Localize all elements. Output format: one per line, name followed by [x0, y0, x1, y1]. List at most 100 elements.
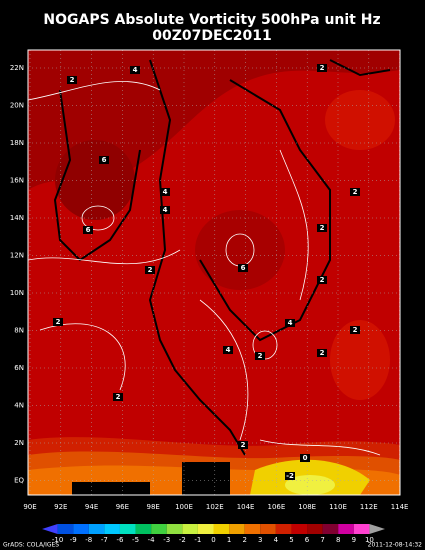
colorbar-box	[182, 524, 198, 534]
lat-label: 22N	[10, 64, 24, 72]
colorbar-label: 8	[336, 536, 340, 544]
colorbar-label: -6	[116, 536, 124, 544]
contour-label: 4	[163, 206, 168, 214]
colorbar-box	[88, 524, 105, 534]
contour-label-box	[145, 266, 155, 274]
lon-label: 94E	[85, 503, 98, 511]
contour-label-box	[317, 224, 327, 232]
subtitle: 00Z07DEC2011	[152, 28, 272, 44]
colorbar-end	[42, 524, 58, 534]
colorbar-box	[338, 524, 354, 534]
lat-label: 4N	[14, 402, 24, 410]
colorbar-label: -2	[179, 536, 186, 544]
colorbar-label: 0	[211, 536, 215, 544]
lat-label: 12N	[10, 252, 24, 260]
contour-label-box	[317, 64, 327, 72]
contour-label: -2	[286, 472, 294, 480]
lat-label: 8N	[14, 327, 24, 335]
colorbar-box	[104, 524, 120, 534]
map-field	[27, 50, 400, 495]
contour-label: 4	[163, 188, 168, 196]
lat-label: 16N	[10, 177, 24, 185]
colorbar-box	[57, 524, 74, 534]
colorbar-label: 10	[365, 536, 374, 544]
title: NOGAPS Absolute Vorticity 500hPa unit Hz	[43, 12, 380, 28]
lat-label: 18N	[10, 139, 24, 147]
contour-label: 6	[241, 264, 246, 272]
contour-label-box	[83, 226, 93, 234]
contour-label-box	[99, 156, 109, 164]
lon-label: 114E	[391, 503, 409, 511]
contour-label-box	[255, 352, 265, 360]
colorbar-box	[151, 524, 167, 534]
contour-label-box	[285, 472, 295, 480]
colorbar-label: 1	[227, 536, 231, 544]
contour-label-box	[317, 349, 327, 357]
contour-label: 4	[288, 319, 293, 327]
map-frame	[27, 49, 401, 496]
colorbar-box	[353, 524, 370, 534]
lon-label: 104E	[237, 503, 255, 511]
colorbar-end	[369, 524, 385, 534]
colorbar-label: 6	[305, 536, 310, 544]
contour-label: 2	[258, 352, 263, 360]
contour-label-box	[300, 454, 310, 462]
lat-label: 20N	[10, 102, 24, 110]
lon-label: 106E	[268, 503, 286, 511]
contour-label: 2	[116, 393, 121, 401]
colorbar-box	[166, 524, 183, 534]
contour-label-box	[53, 318, 63, 326]
colorbar-box	[260, 524, 276, 534]
contour-label-box	[285, 319, 295, 327]
contour-label: 2	[70, 76, 75, 84]
colorbar-box	[229, 524, 245, 534]
contour-label: 4	[226, 346, 231, 354]
contour-label: 2	[353, 326, 358, 334]
colorbar-label: -5	[132, 536, 139, 544]
lat-label: 14N	[10, 214, 24, 222]
colorbar-label: 7	[320, 536, 324, 544]
colorbar-box	[322, 524, 339, 534]
colorbar-box	[275, 524, 292, 534]
lon-label: 102E	[206, 503, 224, 511]
colorbar-box	[135, 524, 152, 534]
contour-label: 2	[56, 318, 61, 326]
colorbar-label: -4	[148, 536, 156, 544]
contour-label-box	[223, 346, 233, 354]
colorbar-box	[291, 524, 308, 534]
colorbar-box	[244, 524, 261, 534]
colorbar-label: 9	[352, 536, 356, 544]
lat-label: 6N	[14, 364, 24, 372]
colorbar-label: -1	[194, 536, 201, 544]
labels: 22N 20N 18N 16N 14N 12N 10N 8N 6N 4N 2N EQ 90E 92E 94E…	[10, 64, 409, 544]
contour-label-box	[238, 441, 248, 449]
contour-label-box	[67, 76, 77, 84]
colorbar-label: 5	[289, 536, 293, 544]
footer-left: GrADS: COLA/IGES	[3, 542, 59, 549]
colorbar-box	[197, 524, 214, 534]
contour-label: 2	[320, 64, 325, 72]
colorbar-label: -8	[85, 536, 92, 544]
contour-label: 4	[133, 66, 138, 74]
footer-right: 2011-12-08-14:32	[368, 542, 423, 549]
lon-label: 90E	[23, 503, 36, 511]
colorbar-label: 3	[258, 536, 262, 544]
lon-label: 112E	[360, 503, 378, 511]
contour-label: 2	[353, 188, 358, 196]
lon-label: 108E	[298, 503, 316, 511]
lat-label: EQ	[14, 477, 24, 485]
lat-label: 2N	[14, 439, 24, 447]
contour-label-box	[160, 206, 170, 214]
contour-label-box	[160, 188, 170, 196]
contour-label: 6	[102, 156, 107, 164]
colorbar-box	[119, 524, 136, 534]
contour-label: 0	[303, 454, 308, 462]
colorbar-label: -9	[70, 536, 77, 544]
contour-label-box	[130, 66, 140, 74]
colorbar-label: -10	[52, 536, 63, 544]
contour-label: 2	[148, 266, 153, 274]
lon-label: 92E	[54, 503, 67, 511]
colorbar-box	[213, 524, 230, 534]
